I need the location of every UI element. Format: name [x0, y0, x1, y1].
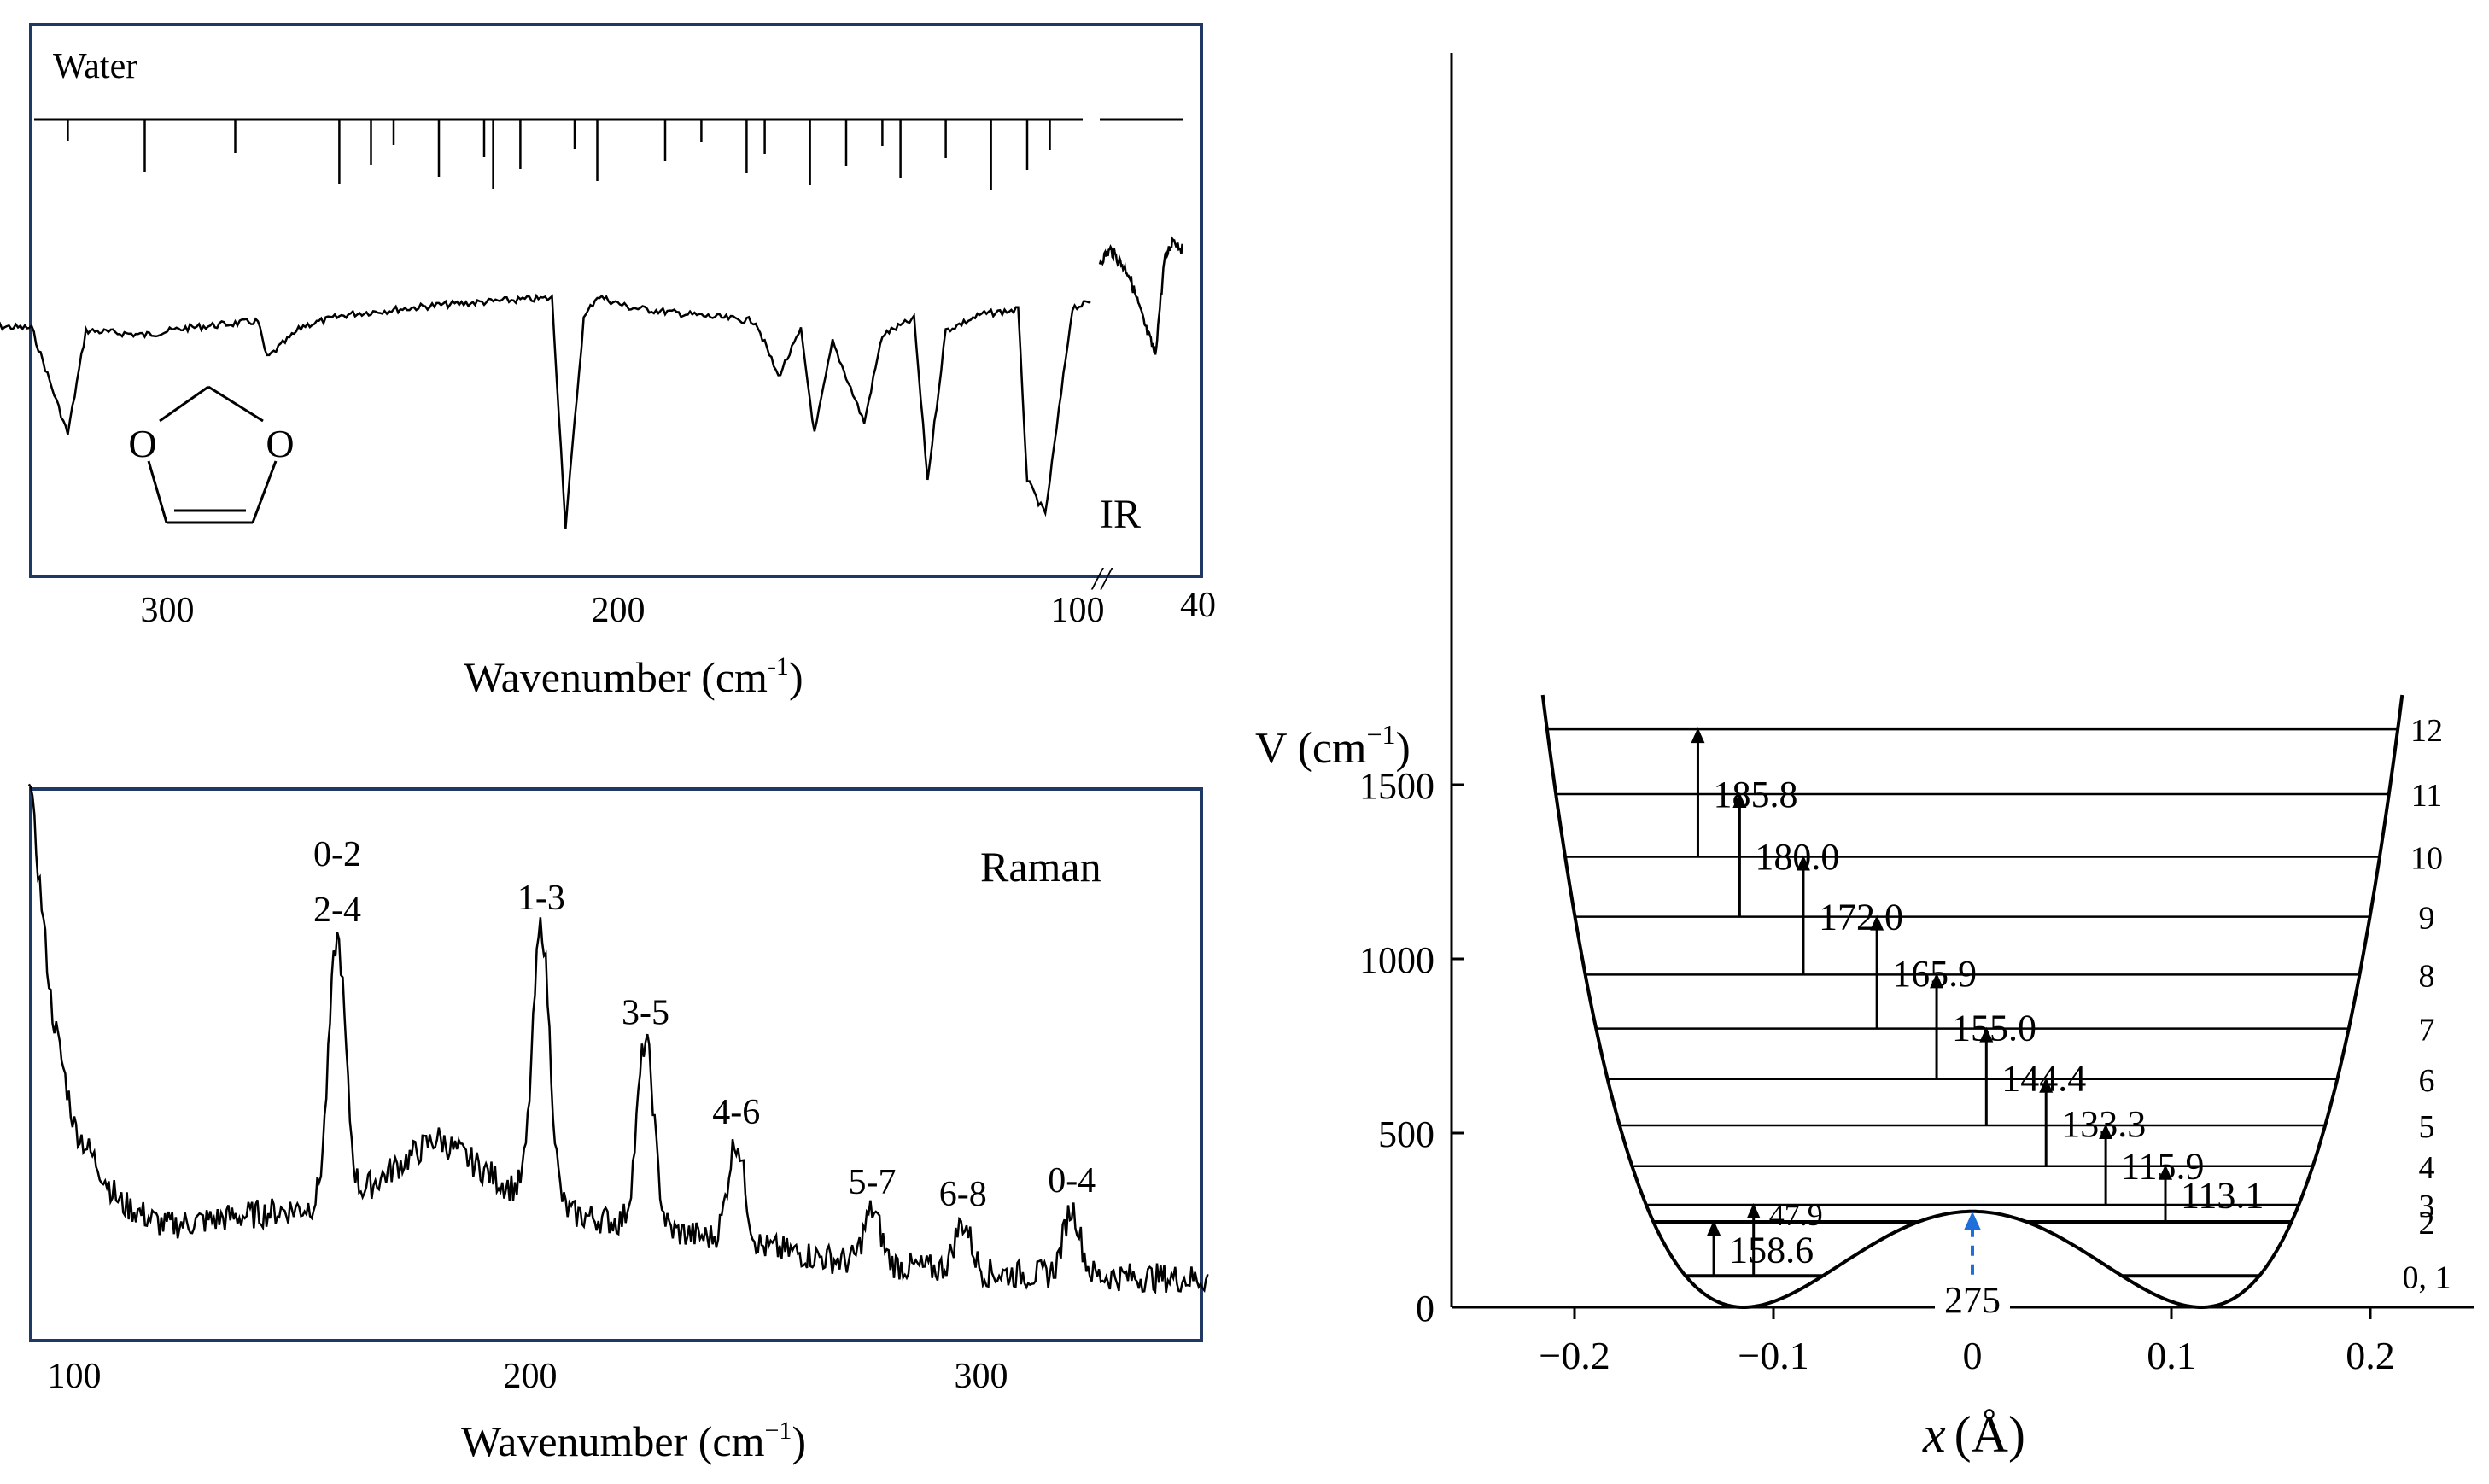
transition-value-label: 115.9 — [2121, 1146, 2204, 1188]
y-tick-label: 1500 — [1359, 765, 1434, 807]
y-tick-label: 1000 — [1359, 939, 1434, 981]
raman-tick-label-300: 300 — [955, 1357, 1008, 1396]
raman-x-ticks: 100 200 300 — [48, 1357, 1008, 1396]
energy-level-label: 10 — [2410, 840, 2443, 876]
barrier-height-label: 275 — [1944, 1279, 2001, 1321]
raman-tick-label-100: 100 — [48, 1357, 102, 1396]
raman-x-axis-title: Wavenumber (cm−1) — [461, 1417, 806, 1465]
ir-frame — [29, 23, 1203, 578]
raman-panel: Raman 2-4 0-2 1-3 3-5 4-6 5-7 6-8 0-4 100 200 3… — [27, 783, 1209, 1465]
x-tick-label: −0.1 — [1738, 1334, 1808, 1377]
barrier-label-bg — [1935, 1275, 2010, 1322]
ir-x-axis-title: Wavenumber (cm-1) — [464, 652, 803, 701]
transition-arrow-head — [2039, 1077, 2054, 1093]
raman-peak-label: 0-4 — [1048, 1161, 1096, 1201]
energy-level-label: 11 — [2411, 778, 2443, 814]
ir-x-ticks: 300 200 100 40 // — [141, 561, 1217, 630]
transition-value-label: 185.8 — [1713, 774, 1797, 815]
x-tick-label: −0.2 — [1539, 1334, 1610, 1377]
transition-value-label: 113.1 — [2181, 1174, 2264, 1216]
transition-arrow-head — [1732, 792, 1747, 809]
ir-panel: Water IR O O 300 200 100 40 // Wavenumbe… — [0, 23, 1217, 701]
raman-peak-labels: 2-4 0-2 1-3 3-5 4-6 5-7 6-8 0-4 — [313, 835, 1096, 1214]
raman-peak-label: 1-3 — [517, 879, 565, 918]
potential-panel: 0 500 1000 1500 −0.2 −0.1 0 0.1 0.2 V (cm−1) x(… — [1255, 53, 2474, 1463]
transition-value-label: 180.0 — [1755, 836, 1839, 878]
energy-level-label: 8 — [2419, 958, 2435, 994]
ir-tick-label-300: 300 — [141, 591, 195, 630]
molecule-oxygen-left: O — [128, 422, 156, 465]
raman-peak-label: 0-2 — [313, 835, 361, 874]
raman-peak-label: 6-8 — [939, 1175, 987, 1214]
energy-level-label: 6 — [2419, 1063, 2435, 1099]
x-tick-label: 0.2 — [2346, 1334, 2395, 1377]
energy-level-label: 5 — [2419, 1109, 2435, 1145]
y-tick-label: 500 — [1378, 1113, 1434, 1155]
energy-level-label: 7 — [2419, 1013, 2435, 1049]
transition-arrow-head — [1707, 1220, 1721, 1236]
ir-tick-label-100: 100 — [1051, 591, 1105, 630]
ir-spectrum-line — [0, 293, 1091, 529]
energy-level-label: 4 — [2419, 1150, 2435, 1186]
transition-arrow-head — [1796, 855, 1810, 871]
transition-arrow-head — [1691, 727, 1705, 744]
x-tick-label: 0.1 — [2147, 1334, 2196, 1377]
raman-peak-label: 2-4 — [313, 891, 361, 930]
transition-value-label: 155.0 — [1952, 1008, 2036, 1049]
energy-levels: 0, 1 234 5 6 7 8 9 10 11 12 — [1546, 713, 2451, 1295]
raman-tick-label-200: 200 — [504, 1357, 558, 1396]
raman-peak-label: 5-7 — [849, 1163, 897, 1202]
y-tick-label: 0 — [1416, 1288, 1434, 1329]
transition-arrow-head — [2099, 1124, 2113, 1140]
barrier-arrow: 275 — [1935, 1211, 2010, 1322]
ir-spectrum-farir-line — [1098, 236, 1183, 355]
ir-axis-break: // — [1090, 561, 1113, 597]
transition-value-label: 133.3 — [2061, 1103, 2146, 1145]
barrier-arrow-head-top — [1964, 1211, 1981, 1230]
energy-level-label: 12 — [2410, 713, 2443, 749]
transition-value-label: 158.6 — [1729, 1230, 1814, 1271]
raman-peak-label: 4-6 — [712, 1093, 760, 1132]
energy-level-label: 2 — [2419, 1206, 2435, 1242]
molecule-oxygen-right: O — [266, 422, 294, 465]
transition-arrow-head — [1870, 914, 1884, 931]
raman-frame — [29, 787, 1203, 1342]
x-tick-label: 0 — [1963, 1334, 1983, 1377]
energy-level-label: 9 — [2419, 901, 2435, 937]
potential-y-axis-title: V (cm−1) — [1255, 719, 1411, 773]
ir-technique-label: IR — [1100, 492, 1141, 537]
transition-value-label: 172.0 — [1819, 896, 1903, 938]
energy-level-label: 0, 1 — [2403, 1259, 2451, 1295]
potential-x-ticks: −0.2 −0.1 0 0.1 0.2 — [1539, 1307, 2395, 1377]
ir-tick-label-40: 40 — [1180, 586, 1216, 625]
transition-value-label: 47.9 — [1769, 1198, 1823, 1232]
raman-peak-label: 3-5 — [622, 993, 669, 1032]
transition-arrow-head — [2159, 1164, 2173, 1180]
potential-y-ticks: 0 500 1000 1500 — [1359, 765, 1464, 1329]
ir-tick-label-200: 200 — [592, 591, 646, 630]
ir-sample-label: Water — [53, 47, 137, 86]
transition-arrow-head — [1746, 1203, 1761, 1219]
ir-water-lines — [67, 120, 1051, 190]
dioxole-molecule: O O — [128, 385, 295, 524]
raman-technique-label: Raman — [980, 843, 1101, 891]
energy-level-label: 3 — [2419, 1189, 2435, 1224]
transition-value-label: 144.4 — [2001, 1057, 2086, 1099]
transition-value-label: 165.9 — [1892, 953, 1977, 995]
potential-x-axis-title: x (Å) — [1922, 1406, 2025, 1463]
raman-spectrum-line — [27, 783, 1209, 1294]
transition-arrow-head — [1930, 973, 1944, 989]
transition-arrow-head — [1979, 1026, 1994, 1043]
